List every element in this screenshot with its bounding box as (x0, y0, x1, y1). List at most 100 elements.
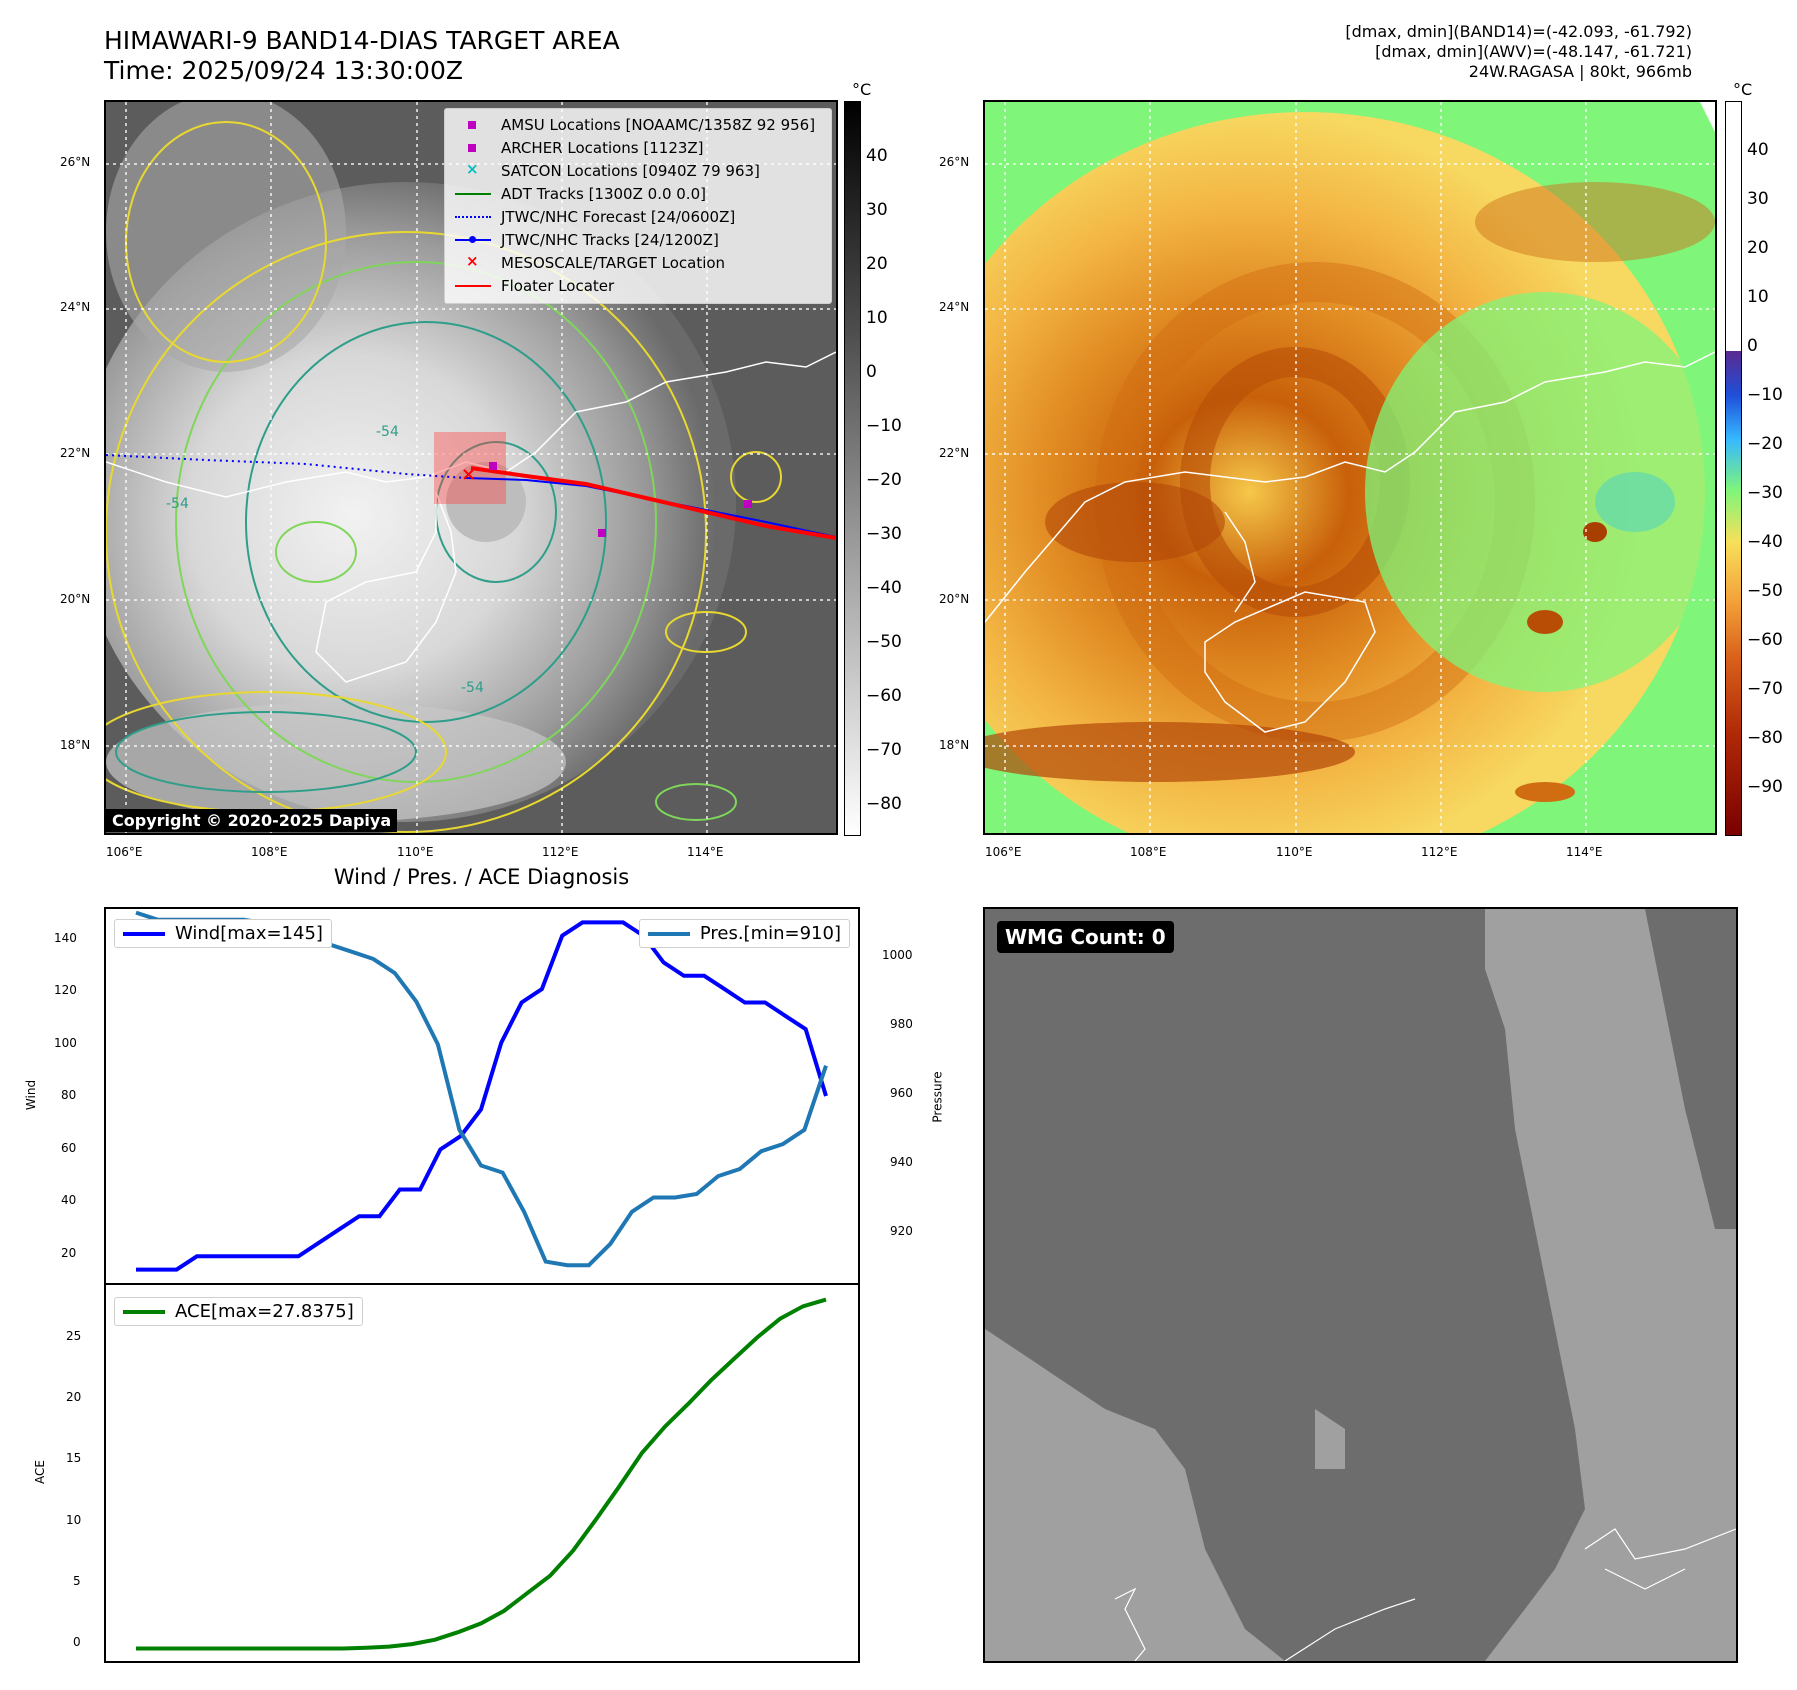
legend-label-forecast: JTWC/NHC Forecast [24/0600Z] (501, 207, 736, 226)
storm-info: 24W.RAGASA | 80kt, 966mb (1468, 62, 1692, 81)
right-colorbar (1725, 101, 1742, 836)
wind-axis-label: Wind (24, 1079, 39, 1111)
lon-tick: 114°E (687, 845, 724, 859)
ace-tick: 15 (66, 1451, 82, 1465)
ir-map-panel: × -54 -54 -54 AMSU Locations [NOAAMC/135… (104, 100, 838, 835)
lat-tick-right: 18°N (939, 738, 970, 752)
copyright-label: Copyright © 2020-2025 Dapiya (106, 809, 398, 832)
pres-axis-label: Pressure (930, 1071, 945, 1123)
diag-title: Wind / Pres. / ACE Diagnosis (333, 865, 630, 889)
map-legend: AMSU Locations [NOAAMC/1358Z 92 956] ARC… (444, 108, 832, 304)
pres-tick: 980 (890, 1017, 913, 1031)
lon-tick: 110°E (397, 845, 434, 859)
wind-tick: 20 (61, 1246, 77, 1260)
wind-legend: Wind[max=145] (114, 919, 332, 948)
lat-tick: 22°N (60, 446, 91, 460)
wind-legend-line-icon (123, 931, 165, 936)
pressure-line (135, 910, 828, 1268)
left-colorbar-unit: °C (852, 80, 872, 99)
svg-text:×: × (461, 464, 476, 485)
lat-tick: 20°N (60, 592, 91, 606)
ace-tick: 10 (66, 1513, 82, 1527)
wind-pres-plot (135, 910, 828, 1272)
legend-label-tracks: JTWC/NHC Tracks [24/1200Z] (501, 230, 719, 249)
pres-tick: 920 (890, 1224, 913, 1238)
left-cb-tick: 0 (866, 362, 877, 382)
ace-plot (136, 1297, 827, 1651)
ace-legend: ACE[max=27.8375] (114, 1297, 363, 1326)
wmg-panel: WMG Count: 0 (983, 907, 1738, 1663)
right-colorbar-unit: °C (1733, 80, 1753, 99)
right-cb-tick: −30 (1747, 483, 1783, 503)
right-cb-tick: −20 (1747, 434, 1783, 454)
lat-tick-right: 24°N (939, 300, 970, 314)
left-cb-tick: −60 (866, 686, 902, 706)
lon-tick-right: 112°E (1421, 845, 1458, 859)
wmg-canvas (985, 909, 1736, 1661)
lon-tick: 108°E (251, 845, 288, 859)
pres-legend-label: Pres.[min=910] (699, 923, 841, 944)
floater-track (470, 466, 836, 540)
right-cb-tick: 40 (1747, 140, 1769, 160)
right-cb-tick: −80 (1747, 728, 1783, 748)
contour-label-3: -54 (461, 680, 484, 696)
legend-item-amsu: AMSU Locations [NOAAMC/1358Z 92 956] (453, 113, 823, 136)
left-cb-tick: 10 (866, 308, 888, 328)
left-cb-tick: 40 (866, 146, 888, 166)
dmax-awv-info: [dmax, dmin](AWV)=(-48.147, -61.721) (1375, 42, 1692, 61)
left-cb-tick: 30 (866, 200, 888, 220)
wind-tick: 40 (61, 1193, 77, 1207)
x-marker-icon: × (466, 251, 479, 270)
figure-title-line1: HIMAWARI-9 BAND14-DIAS TARGET AREA (104, 26, 620, 55)
wind-tick: 140 (54, 931, 77, 945)
pres-tick: 960 (890, 1086, 913, 1100)
awv-map-panel (983, 100, 1717, 835)
lon-tick-right: 110°E (1276, 845, 1313, 859)
lon-tick-right: 106°E (985, 845, 1022, 859)
lat-tick: 26°N (60, 155, 91, 169)
lon-tick-right: 108°E (1130, 845, 1167, 859)
wind-tick: 80 (61, 1088, 77, 1102)
lat-tick-right: 26°N (939, 155, 970, 169)
legend-item-floater: Floater Locater (453, 274, 823, 297)
square-marker-icon (453, 140, 493, 156)
wind-pres-axes: Wind[max=145] Pres.[min=910] (104, 907, 860, 1285)
legend-item-archer: ARCHER Locations [1123Z] (453, 136, 823, 159)
lon-tick: 106°E (106, 845, 143, 859)
legend-label-floater: Floater Locater (501, 276, 615, 295)
awv-map-canvas (985, 102, 1715, 833)
forecast-track (106, 454, 467, 479)
ace-axis-label: ACE (32, 1460, 47, 1484)
right-cb-tick: 30 (1747, 189, 1769, 209)
legend-item-forecast: JTWC/NHC Forecast [24/0600Z] (453, 205, 823, 228)
lat-tick-right: 20°N (939, 592, 970, 606)
dmax-band14-info: [dmax, dmin](BAND14)=(-42.093, -61.792) (1345, 22, 1692, 41)
right-cb-tick: −90 (1747, 777, 1783, 797)
right-cb-tick: 10 (1747, 287, 1769, 307)
ace-legend-line-icon (123, 1309, 165, 1314)
left-cb-tick: −50 (866, 632, 902, 652)
wind-tick: 120 (54, 983, 77, 997)
right-cb-tick: 0 (1747, 336, 1758, 356)
lat-tick-right: 22°N (939, 446, 970, 460)
legend-label-archer: ARCHER Locations [1123Z] (501, 138, 704, 157)
legend-label-satcon: SATCON Locations [0940Z 79 963] (501, 161, 760, 180)
figure-title-line2: Time: 2025/09/24 13:30:00Z (104, 56, 463, 85)
lon-tick: 112°E (542, 845, 579, 859)
wind-tick: 60 (61, 1141, 77, 1155)
ace-axes: ACE[max=27.8375] (104, 1283, 860, 1663)
ace-tick: 5 (73, 1574, 81, 1588)
right-cb-tick: −40 (1747, 532, 1783, 552)
right-cb-tick: −70 (1747, 679, 1783, 699)
right-cb-tick: 20 (1747, 238, 1769, 258)
wind-legend-label: Wind[max=145] (175, 923, 323, 944)
left-cb-tick: −10 (866, 416, 902, 436)
right-cb-tick: −60 (1747, 630, 1783, 650)
ace-legend-label: ACE[max=27.8375] (175, 1301, 354, 1322)
left-cb-tick: −20 (866, 470, 902, 490)
ace-tick: 20 (66, 1390, 82, 1404)
left-cb-tick: −80 (866, 794, 902, 814)
line-dot-icon (453, 232, 493, 248)
left-cb-tick: −70 (866, 740, 902, 760)
x-marker-icon: × (466, 159, 479, 178)
